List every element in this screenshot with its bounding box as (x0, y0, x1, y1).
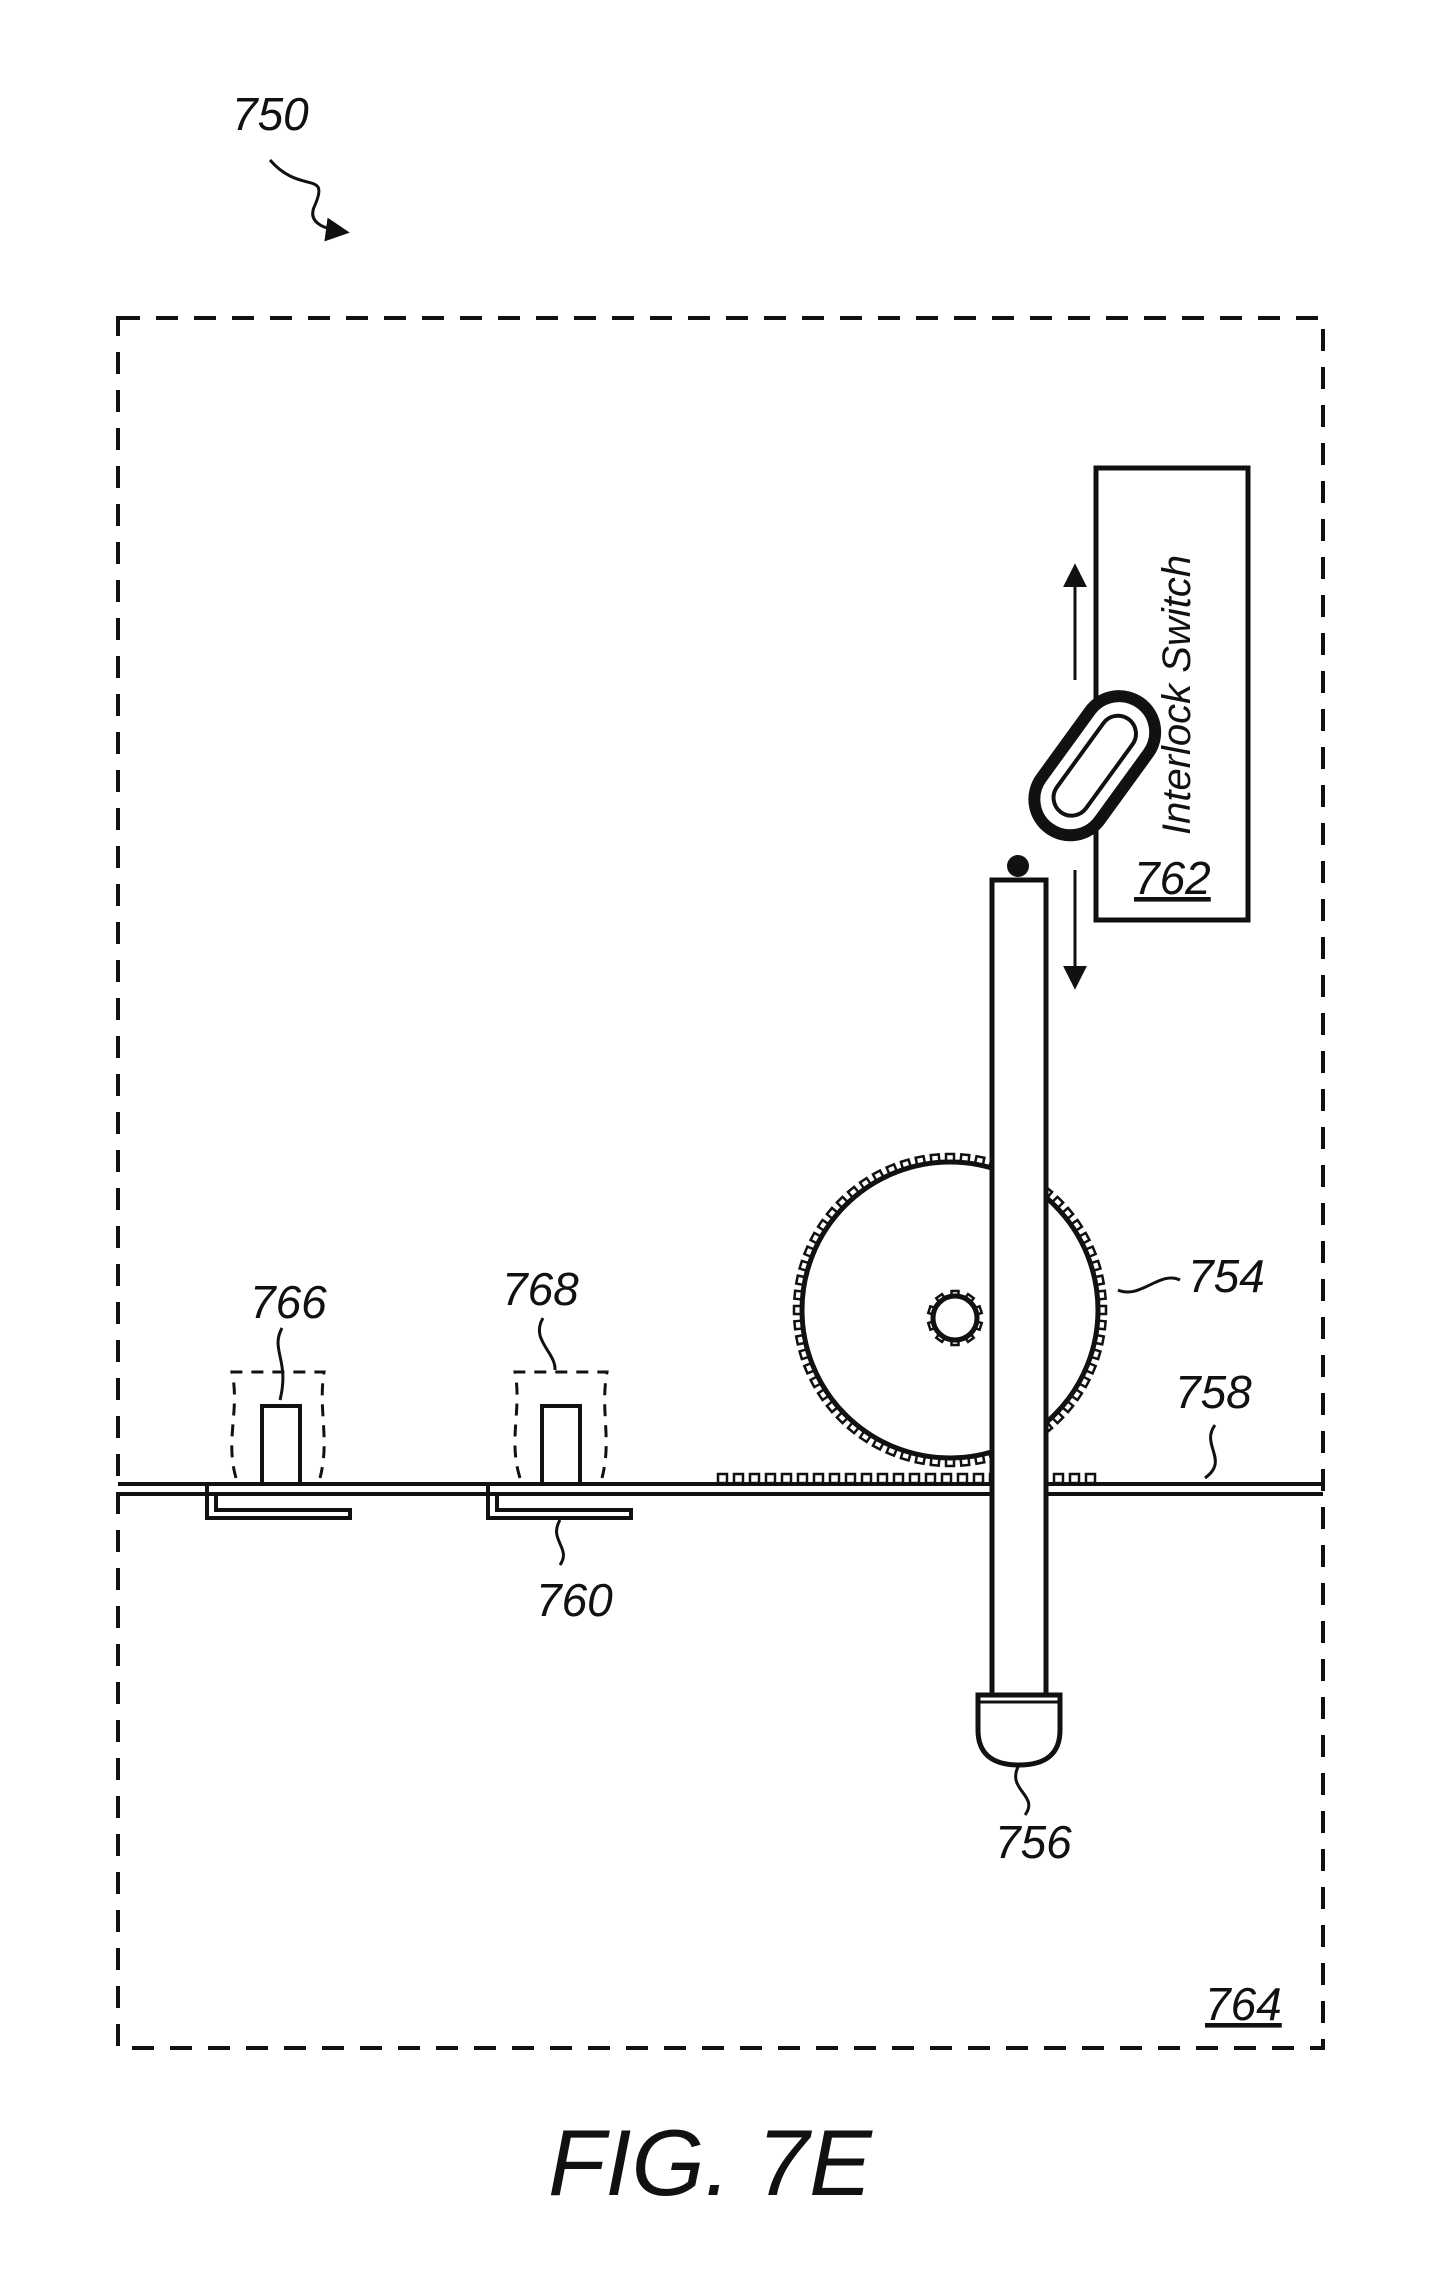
post-left (262, 1406, 300, 1484)
pivot-pin (1007, 855, 1029, 877)
rack-tooth (1070, 1474, 1079, 1483)
rack-tooth (830, 1474, 839, 1483)
bracket-leader (557, 1520, 564, 1565)
rack-tooth (766, 1474, 775, 1483)
assembly-leader (270, 160, 345, 232)
rack-tooth (878, 1474, 887, 1483)
label-enclosure: 764 (1205, 1978, 1282, 2030)
enclosure-boundary (118, 318, 1323, 2048)
rack-tooth (862, 1474, 871, 1483)
rack-tooth (926, 1474, 935, 1483)
label-post-left: 766 (250, 1276, 327, 1328)
post-right-leader (539, 1318, 555, 1370)
rail-leader (1205, 1425, 1215, 1478)
label-assembly: 750 (232, 88, 309, 140)
rack-tooth (734, 1474, 743, 1483)
rack-tooth (798, 1474, 807, 1483)
handle-shaft (992, 880, 1046, 1700)
rack-tooth (782, 1474, 791, 1483)
slotted-link (1020, 682, 1169, 850)
rack-tooth (894, 1474, 903, 1483)
bracket-left (207, 1486, 350, 1518)
rack-tooth (846, 1474, 855, 1483)
label-handle-tip: 756 (995, 1816, 1072, 1868)
bracket-right (488, 1486, 631, 1518)
post-right (542, 1406, 580, 1484)
label-bracket: 760 (536, 1574, 613, 1626)
label-post-right: 768 (502, 1263, 579, 1315)
rack-tooth (942, 1474, 951, 1483)
rack-tooth (958, 1474, 967, 1483)
label-rail: 758 (1175, 1366, 1252, 1418)
handle-tip (978, 1695, 1060, 1765)
rack-tooth (974, 1474, 983, 1483)
rack-tooth (1086, 1474, 1095, 1483)
figure-caption: FIG. 7E (548, 2110, 873, 2215)
rack-tooth (1054, 1474, 1063, 1483)
rack-tooth (910, 1474, 919, 1483)
gear-leader (1118, 1278, 1180, 1292)
post-left-leader (278, 1328, 283, 1400)
label-gear: 754 (1188, 1250, 1265, 1302)
pinion-gear (933, 1296, 977, 1340)
interlock-switch-text: Interlock Switch (1155, 555, 1199, 835)
label-switch: 762 (1134, 852, 1211, 904)
rack-tooth (750, 1474, 759, 1483)
tip-leader (1016, 1765, 1029, 1815)
rack-tooth (814, 1474, 823, 1483)
rack-tooth (718, 1474, 727, 1483)
